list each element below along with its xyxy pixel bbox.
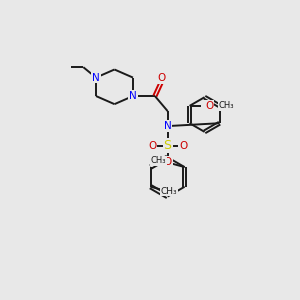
Text: N: N [164, 121, 172, 131]
Text: CH₃: CH₃ [151, 156, 166, 165]
Text: CH₃: CH₃ [219, 101, 234, 110]
Text: O: O [148, 141, 156, 151]
Text: CH₃: CH₃ [161, 187, 177, 196]
Text: N: N [92, 73, 100, 82]
Text: S: S [164, 139, 172, 152]
Text: N: N [129, 91, 137, 101]
Text: O: O [179, 141, 187, 151]
Text: O: O [158, 73, 166, 83]
Text: O: O [205, 101, 213, 111]
Text: O: O [164, 157, 172, 167]
